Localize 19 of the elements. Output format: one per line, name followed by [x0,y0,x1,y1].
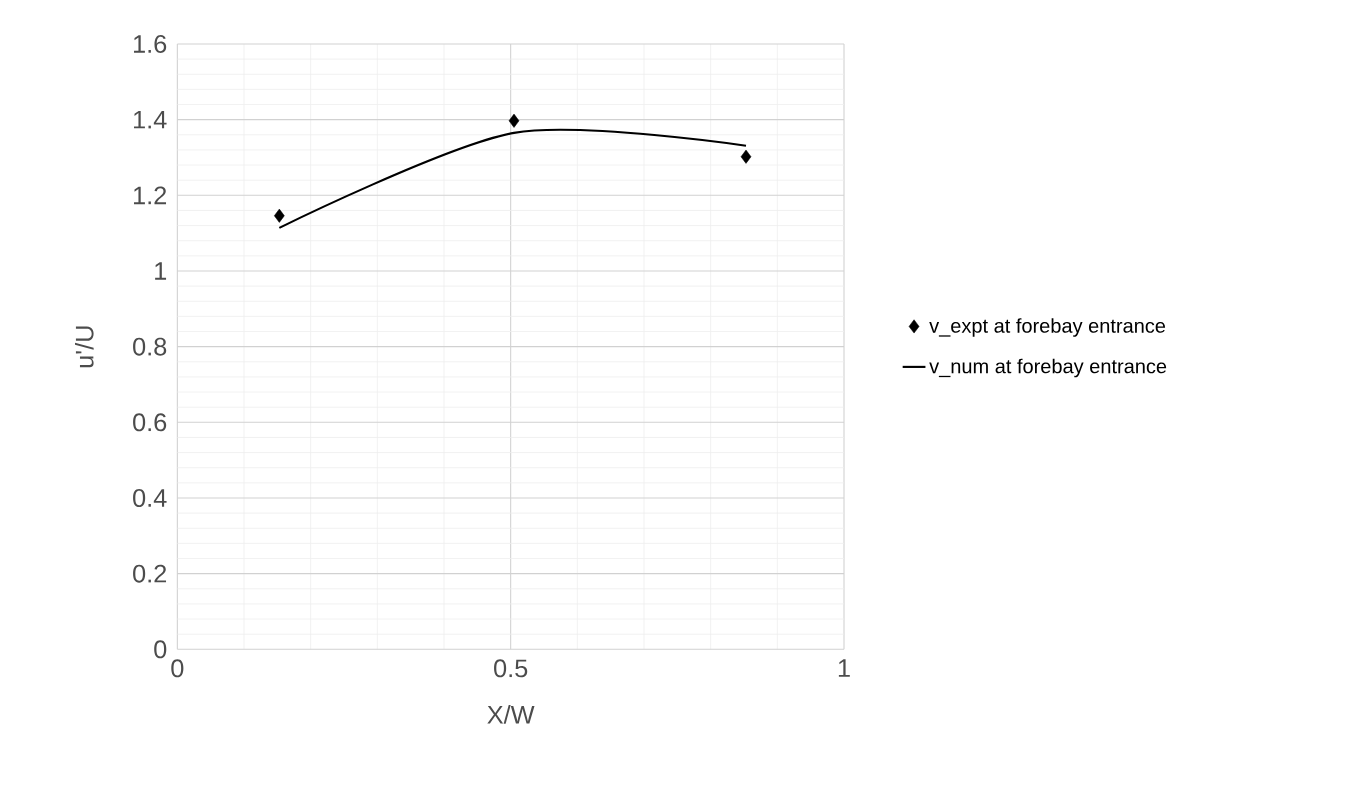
x-tick-label: 1 [838,659,850,677]
y-tick-label: 1.2 [134,186,167,205]
x-tick-label: 0.5 [494,659,528,678]
y-tick-label: 0.4 [133,489,167,507]
y-tick-label: 0 [154,640,167,659]
y-tick-label: 1.6 [134,35,167,53]
legend-label: v_num at forebay entrance [929,358,1167,378]
point [508,113,520,128]
x-tick-label: 0 [171,659,184,678]
y-tick-label: 0.2 [133,564,167,583]
y-axis-title: u'/U [74,326,94,368]
x-axis-title: X/W [487,705,535,724]
point [740,149,752,164]
point [274,208,285,223]
legend-label: v_expt at forebay entrance [929,318,1166,337]
y-tick-label: 0.8 [133,337,167,356]
y-tick-label: 1 [155,262,167,280]
y-tick-label: 0.6 [133,413,167,432]
y-tick-label: 1.4 [134,110,167,129]
